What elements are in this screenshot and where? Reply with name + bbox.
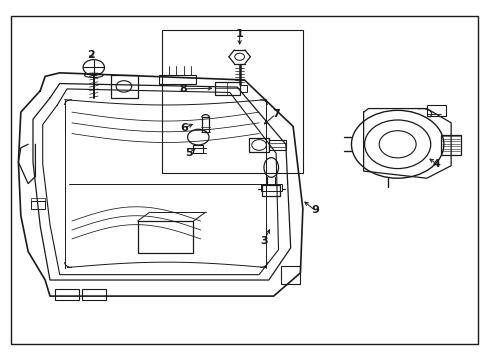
Bar [426,105,446,116]
Bar [193,145,203,153]
Bar [111,75,137,98]
Bar [30,202,45,208]
Text: 6: 6 [180,123,187,133]
Bar [281,266,300,284]
Text: 5: 5 [184,148,192,158]
Bar [55,289,79,300]
Bar [201,117,209,132]
Bar [249,138,268,152]
Text: 3: 3 [260,236,267,246]
Text: 7: 7 [272,109,280,119]
Text: 2: 2 [87,50,95,60]
Text: 4: 4 [432,159,440,169]
Bar [239,85,246,92]
Bar [162,30,302,173]
Bar [137,221,193,253]
Bar [30,198,45,202]
Bar [441,135,460,155]
Bar [268,140,285,150]
Bar [81,289,106,300]
Bar [260,184,282,191]
Bar [159,75,196,84]
Bar [215,82,239,95]
Bar [262,185,280,196]
Text: 9: 9 [310,205,318,215]
Text: 1: 1 [235,28,243,39]
Text: 8: 8 [180,84,187,94]
